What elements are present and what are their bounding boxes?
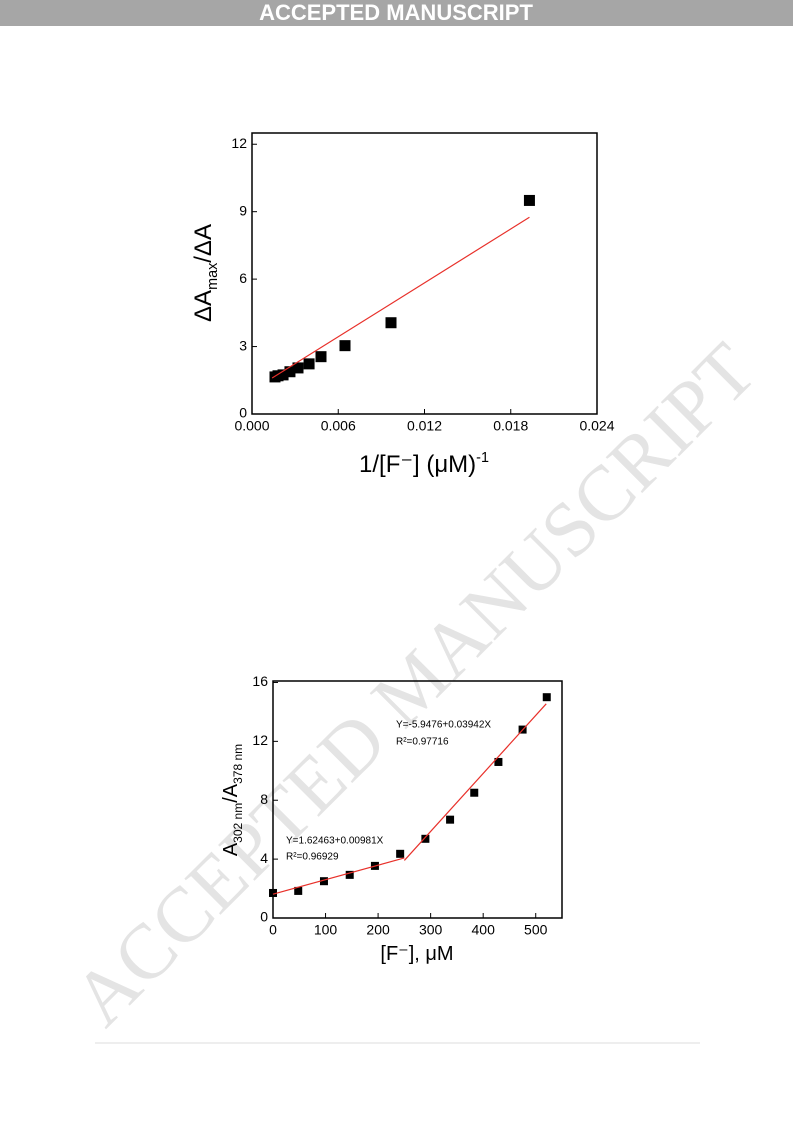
fit-line <box>271 216 530 379</box>
y-tick-label: 12 <box>231 135 247 151</box>
x-tick-label: 200 <box>366 922 390 938</box>
data-point <box>284 366 296 378</box>
data-point <box>494 757 503 766</box>
y-axis-label-part: 302 nm <box>231 803 245 843</box>
y-tick-label: 16 <box>252 673 268 689</box>
y-tick-label: 8 <box>260 791 268 807</box>
y-tick-label: 0 <box>260 909 268 925</box>
x-axis-label: [F⁻], μM <box>380 943 453 965</box>
y-axis-label-part: ΔA <box>190 290 217 322</box>
y-axis-label-part: max <box>205 262 221 290</box>
plot-frame <box>272 680 563 919</box>
data-point <box>470 788 479 797</box>
y-tick-label: 4 <box>260 850 268 866</box>
data-point <box>315 351 327 363</box>
data-point <box>345 870 354 879</box>
x-tick-label: 0.000 <box>234 418 269 434</box>
y-tick-label: 0 <box>239 405 247 421</box>
x-tick-label: 0 <box>269 922 277 938</box>
data-point <box>294 886 303 895</box>
x-tick-label: 0.006 <box>321 418 356 434</box>
fit-annotation: Y=-5.9476+0.03942X <box>396 720 491 731</box>
data-point <box>523 194 535 206</box>
y-tick-label: 3 <box>239 337 247 353</box>
data-point <box>421 834 430 843</box>
data-point <box>319 877 328 886</box>
y-tick-label: 6 <box>239 270 247 286</box>
data-point <box>269 888 277 897</box>
y-axis-label: ΔAmax/ΔA <box>190 224 220 322</box>
x-tick-label: 400 <box>472 922 496 938</box>
data-point <box>396 849 405 858</box>
data-point <box>339 340 351 352</box>
header-title: ACCEPTED MANUSCRIPT <box>259 0 533 25</box>
data-point <box>385 317 397 329</box>
fit-line <box>272 857 405 895</box>
x-axis-label-part: [F⁻], μM <box>380 943 453 965</box>
x-tick-label: 100 <box>314 922 338 938</box>
header-bar <box>0 0 793 26</box>
x-tick-label: 500 <box>524 922 548 938</box>
y-axis-label: A302 nm/A378 nm <box>220 744 245 856</box>
data-point <box>303 358 315 370</box>
x-tick-label: 0.012 <box>407 418 442 434</box>
x-axis-label-part: -1 <box>476 450 489 466</box>
y-axis-label-part: A <box>220 842 242 856</box>
plot-frame <box>251 132 598 415</box>
fit-annotation: R²=0.97716 <box>396 737 449 748</box>
fit-annotation: Y=1.62463+0.00981X <box>286 836 384 847</box>
y-axis-label-part: /ΔA <box>190 224 217 263</box>
fit-line <box>403 703 547 861</box>
y-tick-label: 9 <box>239 202 247 218</box>
x-axis-label: 1/[F⁻] (μM)-1 <box>359 450 489 479</box>
x-tick-label: 300 <box>419 922 443 938</box>
data-point <box>292 362 304 374</box>
x-axis-label-part: 1/[F⁻] (μM) <box>359 451 476 478</box>
x-tick-label: 0.018 <box>493 418 528 434</box>
x-tick-label: 0.024 <box>579 418 614 434</box>
y-axis-label-part: /A <box>220 783 242 803</box>
fit-annotation: R²=0.96929 <box>286 852 339 863</box>
data-point <box>446 815 455 824</box>
data-point <box>542 693 551 702</box>
y-tick-label: 12 <box>252 732 268 748</box>
y-axis-label-part: 378 nm <box>231 744 245 784</box>
